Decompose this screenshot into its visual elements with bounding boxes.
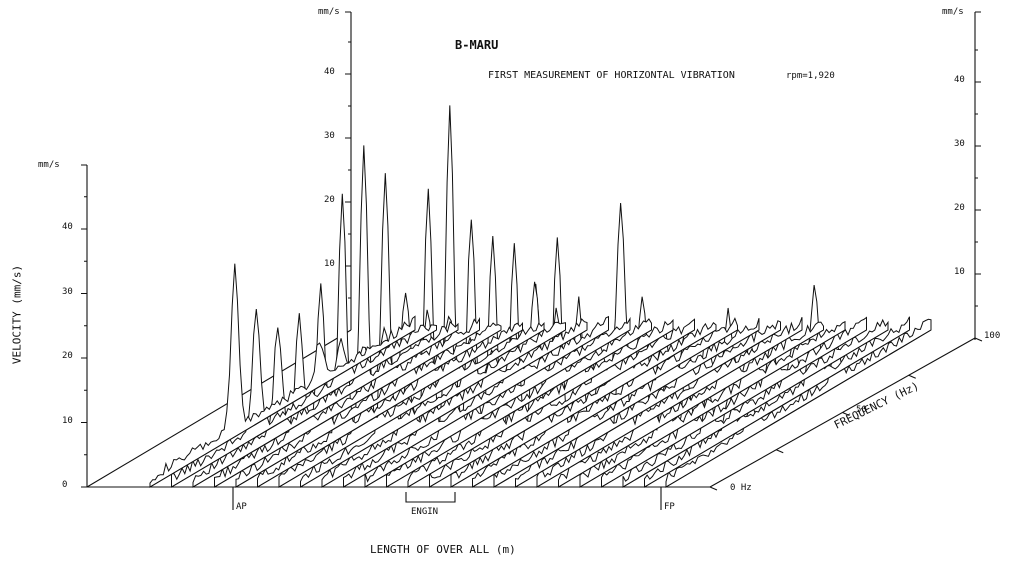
spectrum-slice-22	[601, 316, 867, 488]
slice-base-line-1	[149, 329, 416, 488]
spectrum-slice-13	[407, 235, 674, 488]
chart-subtitle: FIRST MEASUREMENT OF HORIZONTAL VIBRATIO…	[488, 70, 735, 81]
slice-base-line-17	[493, 329, 760, 488]
slice-base-line-25	[665, 329, 932, 488]
spectrum-slice-3	[192, 320, 459, 488]
back-right-tick-label-30: 30	[954, 139, 965, 149]
y-axis-label: VELOCITY (mm/s)	[10, 264, 24, 365]
slice-base-line-11	[364, 329, 631, 488]
front-y-tick-label-20: 20	[62, 351, 73, 361]
spectrum-slice-23	[622, 318, 889, 488]
rpm-label: rpm=1,920	[786, 71, 835, 81]
spectrum-slice-1	[149, 263, 416, 488]
z-tick-0: 0 Hz	[730, 483, 752, 493]
chart-title: B-MARU	[455, 38, 499, 52]
freq-tick-25	[776, 449, 784, 454]
x-axis-label: LENGTH OF OVER ALL (m)	[370, 543, 516, 556]
freq-tick-0	[709, 486, 718, 491]
spectrum-slice-2	[171, 309, 437, 488]
spectrum-slice-21	[579, 320, 846, 488]
spectrum-slice-6	[257, 193, 523, 488]
marker-engin: ENGIN	[411, 507, 439, 517]
slice-base-line-20	[558, 329, 824, 488]
slice-base-line-9	[321, 329, 588, 488]
slice-base-line-22	[601, 329, 867, 488]
slice-base-line-15	[450, 329, 717, 488]
slice-base-line-3	[192, 329, 459, 488]
spectrum-slice-25	[665, 318, 932, 488]
back-left-tick-label-20: 20	[324, 195, 335, 205]
spectrum-slice-16	[472, 237, 738, 488]
freq-tick-50	[842, 412, 850, 416]
spectrum-slice-8	[300, 173, 566, 488]
freq-tick-100	[974, 337, 983, 342]
slice-base-line-12	[386, 329, 652, 488]
back-left-tick-label-30: 30	[324, 131, 335, 141]
slice-base-line-2	[171, 329, 437, 488]
spectrum-slice-18	[515, 320, 781, 488]
front-y-tick-label-10: 10	[62, 415, 73, 426]
slice-base-line-7	[278, 329, 545, 488]
slice-base-line-19	[536, 329, 803, 488]
slice-base-line-21	[579, 329, 846, 488]
slice-base-line-5	[235, 329, 502, 488]
slice-base-line-14	[429, 329, 695, 488]
slice-base-line-23	[622, 329, 889, 488]
slice-base-line-8	[300, 329, 566, 488]
front-y-tick-label-30: 30	[62, 286, 73, 297]
left-depth-line	[86, 329, 352, 488]
slice-base-line-24	[644, 329, 910, 488]
back-left-tick-label-40: 40	[324, 67, 335, 77]
spectrum-slice-7	[278, 145, 545, 488]
back-y-unit-left: mm/s	[318, 7, 340, 17]
slice-base-line-18	[515, 329, 781, 488]
spectrum-slice-12	[386, 219, 652, 488]
z-tick-100: 100	[984, 331, 1001, 341]
back-right-tick-label-40: 40	[954, 75, 965, 85]
slice-base-line-4	[214, 329, 480, 488]
spectrum-slice-11	[364, 105, 631, 488]
front-y-tick-label-0: 0	[62, 480, 68, 490]
spectrum-slice-20	[558, 307, 824, 488]
back-right-tick-label-10: 10	[954, 267, 965, 277]
back-right-tick-label-20: 20	[954, 203, 965, 213]
slice-base-line-13	[407, 329, 674, 488]
freq-tick-75	[908, 374, 916, 379]
front-y-unit: mm/s	[38, 160, 60, 170]
spectrum-slice-17	[493, 296, 760, 488]
slice-base-line-10	[343, 329, 609, 488]
slice-base-line-6	[257, 329, 523, 488]
back-y-unit-right: mm/s	[942, 7, 964, 17]
engin-marker-bracket	[405, 492, 456, 503]
back-left-tick-label-10: 10	[324, 259, 335, 269]
marker-fp: FP	[664, 502, 675, 512]
marker-ap: AP	[236, 502, 247, 512]
z-tick-50: 50	[856, 405, 867, 415]
slice-base-line-16	[472, 329, 738, 488]
front-y-tick-label-40: 40	[62, 222, 73, 232]
